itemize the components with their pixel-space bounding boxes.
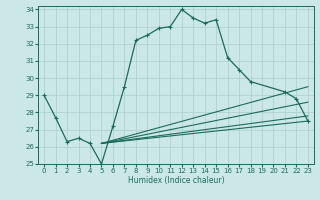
- X-axis label: Humidex (Indice chaleur): Humidex (Indice chaleur): [128, 176, 224, 185]
